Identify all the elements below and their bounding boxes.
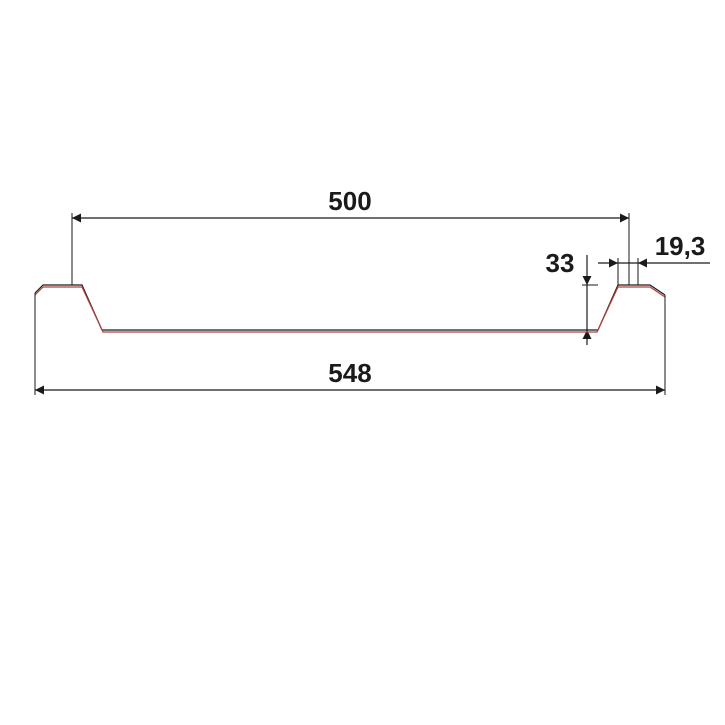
profile-outline-shadow: [35, 287, 665, 332]
dim-label-19-3: 19,3: [655, 231, 706, 261]
dim-label-33: 33: [546, 248, 575, 278]
dim-label-500: 500: [328, 186, 371, 216]
dim-label-548: 548: [328, 358, 371, 388]
profile-outline: [35, 285, 665, 330]
